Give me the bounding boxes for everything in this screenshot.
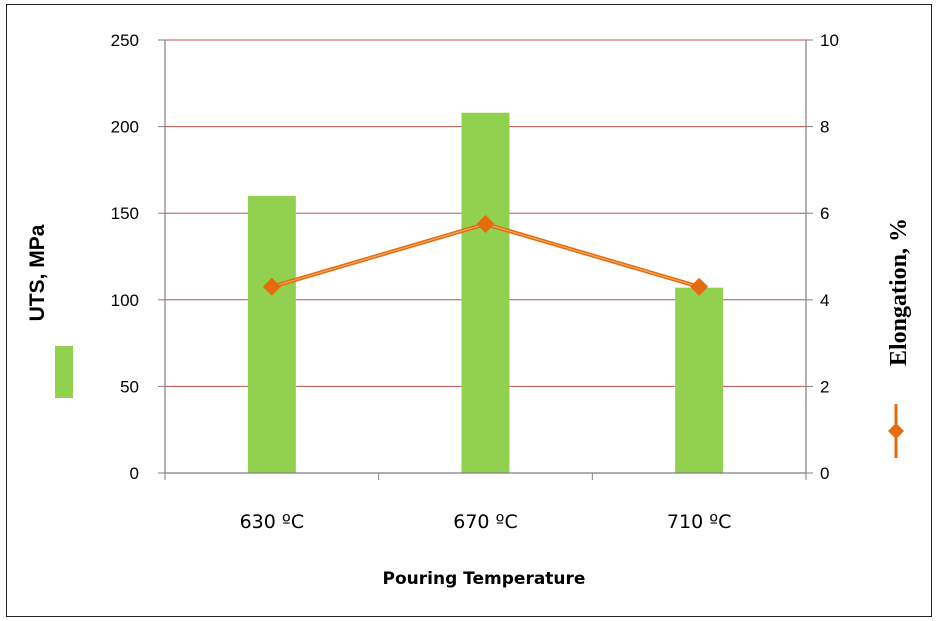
uts-bar bbox=[247, 195, 296, 473]
y-axis-title: UTS, MPa bbox=[26, 224, 49, 321]
right-tick-label: 2 bbox=[820, 377, 829, 396]
left-tick-label: 200 bbox=[111, 118, 139, 137]
category-label: 670 ºC bbox=[453, 511, 518, 533]
y2-axis-title: Elongation, % bbox=[886, 218, 912, 366]
elongation-line bbox=[262, 215, 709, 296]
right-tick-label: 10 bbox=[820, 31, 839, 50]
uts-legend-swatch bbox=[55, 346, 73, 398]
elongation-point bbox=[476, 215, 495, 234]
category-label: 630 ºC bbox=[240, 511, 305, 533]
left-tick-label: 150 bbox=[111, 204, 139, 223]
left-tick-label: 250 bbox=[111, 31, 139, 50]
elongation-legend-marker bbox=[888, 404, 904, 458]
left-tick-label: 0 bbox=[130, 464, 139, 483]
right-tick-label: 4 bbox=[820, 291, 829, 310]
left-tick-label: 50 bbox=[120, 377, 139, 396]
x-axis-title: Pouring Temperature bbox=[383, 569, 586, 589]
right-tick-label: 8 bbox=[820, 118, 829, 137]
right-tick-label: 0 bbox=[820, 464, 829, 483]
elongation-point bbox=[690, 277, 709, 296]
right-tick-label: 6 bbox=[820, 204, 829, 223]
tick-labels: 0 50 100 150 200 250 0 2 4 6 8 10 630 ºC 670 ºC 710 ºC bbox=[111, 31, 839, 533]
uts-bars bbox=[247, 112, 724, 473]
elongation-point bbox=[262, 277, 281, 296]
axes bbox=[158, 39, 813, 480]
uts-bar bbox=[461, 112, 510, 473]
left-tick-label: 100 bbox=[111, 291, 139, 310]
category-label: 710 ºC bbox=[667, 511, 732, 533]
uts-bar bbox=[675, 287, 724, 473]
